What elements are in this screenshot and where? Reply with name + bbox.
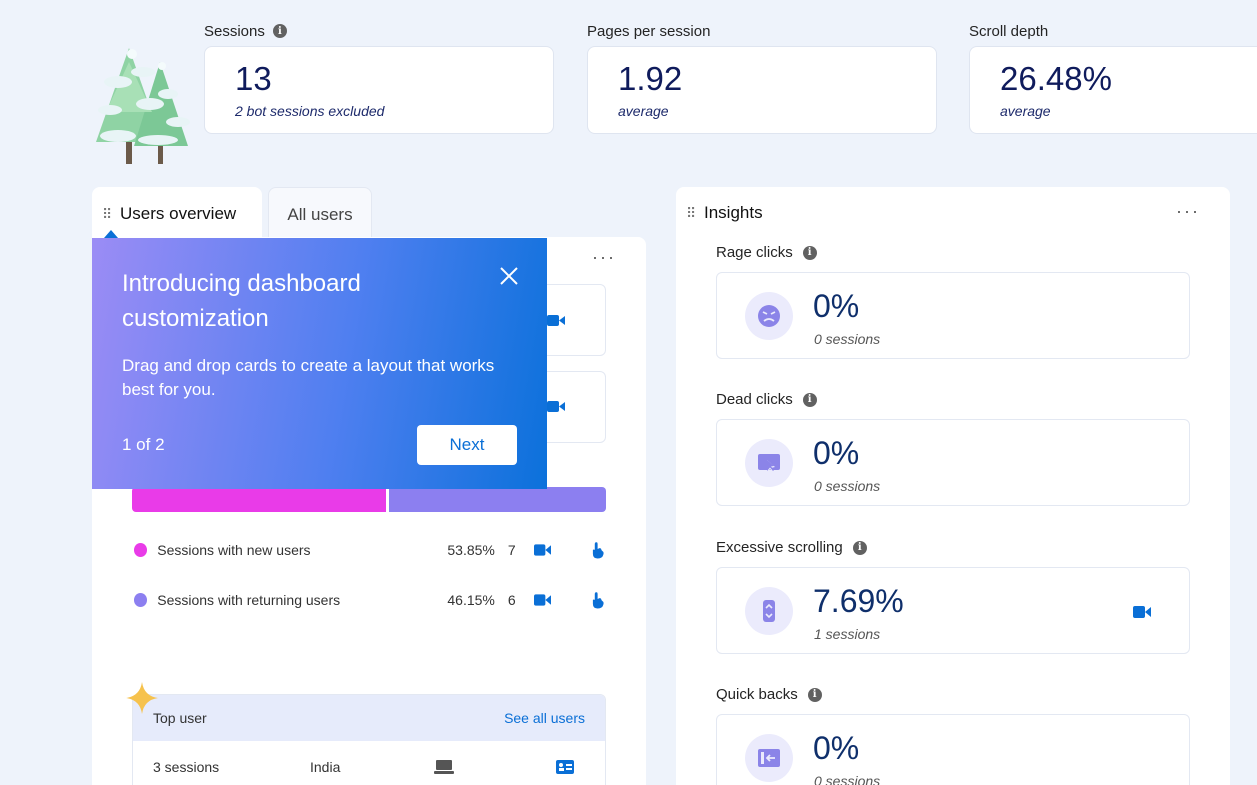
snowy-tree-illustration [96, 48, 190, 164]
insight-label-dead-clicks: Dead clicks i [716, 391, 817, 408]
metric-pages-per-session: Pages per session 1.92 average [587, 22, 937, 134]
more-horizontal-icon[interactable]: ··· [1176, 201, 1200, 221]
insight-icon-circle [745, 439, 793, 487]
insight-sessions: 0 sessions [814, 773, 881, 785]
legend-row-new-users: Sessions with new users 53.85% 7 [134, 540, 604, 560]
metric-card: 26.48% average [969, 46, 1257, 134]
metric-sessions: Sessions i 13 2 bot sessions excluded [204, 22, 554, 134]
popover-title: Introducing dashboard customization [122, 270, 361, 332]
info-icon[interactable]: i [852, 540, 867, 555]
close-icon[interactable] [499, 266, 519, 286]
metric-label: Pages per session [587, 22, 711, 40]
see-all-users-link[interactable]: See all users [504, 710, 585, 726]
insight-value: 0% [813, 288, 860, 324]
insight-value: 7.69% [813, 583, 904, 619]
insight-value: 0% [813, 435, 860, 471]
metric-subtext: 2 bot sessions excluded [235, 103, 385, 119]
insight-icon-circle [745, 734, 793, 782]
insight-label: Quick backs [716, 686, 798, 703]
popover-pointer [104, 230, 118, 238]
video-camera-icon[interactable] [533, 593, 551, 607]
video-camera-icon[interactable] [1133, 605, 1151, 619]
scroll-icon [763, 600, 775, 622]
insight-card-dead-clicks[interactable]: 0% 0 sessions [716, 419, 1190, 506]
insight-label: Dead clicks [716, 391, 793, 408]
new-users-bar-segment[interactable] [132, 487, 386, 512]
metric-value: 1.92 [618, 60, 683, 97]
quick-back-icon [758, 749, 780, 767]
more-horizontal-icon[interactable]: ··· [592, 247, 616, 267]
drag-handle-icon[interactable]: ⠿ [102, 206, 112, 222]
tab-label: Users overview [120, 204, 237, 223]
legend-label: Sessions with returning users [157, 592, 341, 608]
insights-panel: ⠿ Insights ··· Rage clicks i 0% 0 sessio… [676, 187, 1230, 785]
metric-value: 13 [235, 60, 272, 97]
insight-label-quick-backs: Quick backs i [716, 686, 822, 703]
insight-icon-circle [745, 587, 793, 635]
metric-label: Scroll depth [969, 22, 1049, 40]
insight-value: 0% [813, 730, 860, 766]
insight-sessions: 0 sessions [814, 478, 881, 494]
contact-card-icon[interactable] [556, 760, 574, 774]
insights-title: Insights [704, 203, 763, 222]
insight-label-excessive-scrolling: Excessive scrolling i [716, 539, 867, 556]
metric-value: 26.48% [1000, 60, 1112, 97]
angry-face-icon [758, 305, 780, 327]
legend-dot [134, 543, 148, 557]
tap-hand-icon[interactable] [591, 591, 604, 609]
tap-hand-icon[interactable] [591, 541, 604, 559]
legend-percent: 46.15% [447, 592, 495, 608]
insight-card-excessive-scrolling[interactable]: 7.69% 1 sessions [716, 567, 1190, 654]
insight-label: Rage clicks [716, 244, 793, 261]
popover-step-counter: 1 of 2 [122, 435, 165, 454]
legend-count: 7 [507, 542, 516, 558]
legend-label: Sessions with new users [157, 542, 311, 558]
insight-card-quick-backs[interactable]: 0% 0 sessions [716, 714, 1190, 785]
metric-label: Sessions [204, 22, 265, 40]
insight-icon-circle [745, 292, 793, 340]
insight-sessions: 0 sessions [814, 331, 881, 347]
video-camera-icon[interactable] [533, 543, 551, 557]
top-user-sessions: 3 sessions [153, 759, 220, 775]
insight-label-rage-clicks: Rage clicks i [716, 244, 817, 261]
top-user-row[interactable]: 3 sessions India [133, 741, 605, 785]
top-user-country: India [310, 759, 341, 775]
metric-card: 1.92 average [587, 46, 937, 134]
legend-percent: 53.85% [447, 542, 495, 558]
insight-label: Excessive scrolling [716, 539, 843, 556]
top-user-title: Top user [153, 710, 207, 726]
returning-users-bar-segment[interactable] [389, 487, 606, 512]
legend-count: 6 [507, 592, 516, 608]
insight-card-rage-clicks[interactable]: 0% 0 sessions [716, 272, 1190, 359]
top-user-card: Top user See all users 3 sessions India [132, 694, 606, 785]
info-icon[interactable]: i [802, 392, 817, 407]
drag-handle-icon[interactable]: ⠿ [686, 205, 696, 221]
video-camera-icon[interactable] [547, 400, 565, 413]
popover-body: Drag and drop cards to create a layout t… [122, 356, 495, 399]
insight-sessions: 1 sessions [814, 626, 881, 642]
video-camera-icon[interactable] [547, 314, 565, 327]
insights-header: ⠿ Insights [686, 203, 763, 223]
tab-all-users[interactable]: All users [268, 187, 372, 241]
dashboard-customization-popover: Introducing dashboard customization Drag… [92, 238, 547, 489]
tab-users-overview[interactable]: ⠿ Users overview [92, 187, 262, 241]
next-button[interactable]: Next [417, 425, 517, 465]
metric-subtext: average [1000, 103, 1051, 119]
laptop-icon [434, 760, 454, 774]
metric-scroll-depth: Scroll depth 26.48% average [969, 22, 1257, 134]
info-icon[interactable]: i [807, 687, 822, 702]
info-icon[interactable]: i [272, 24, 287, 38]
metric-subtext: average [618, 103, 669, 119]
metric-card: 13 2 bot sessions excluded [204, 46, 554, 134]
top-user-header: Top user See all users [133, 695, 605, 741]
tab-label: All users [287, 204, 353, 224]
legend-dot [134, 593, 148, 607]
dead-click-icon [758, 454, 780, 473]
sparkle-icon [126, 682, 158, 714]
legend-row-returning-users: Sessions with returning users 46.15% 6 [134, 590, 604, 610]
info-icon[interactable]: i [802, 245, 817, 260]
